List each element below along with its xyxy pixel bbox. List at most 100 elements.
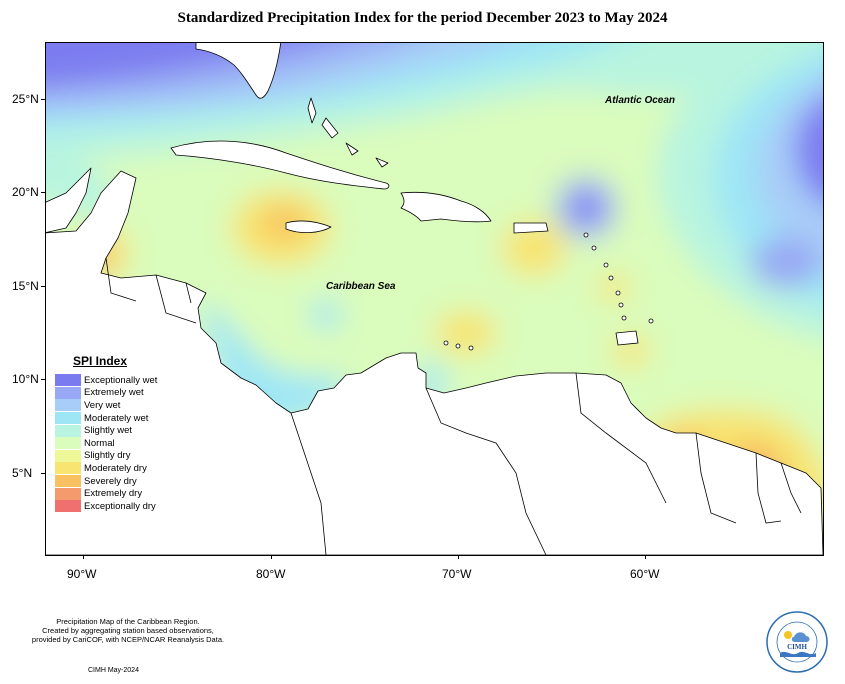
border-line [290,412,327,555]
cuba-land [170,140,390,190]
atlantic-exceptionally-wet [796,104,823,202]
lat-label-5n: 5°N [12,466,33,480]
lon-tick [271,555,272,559]
bahamas-island [345,142,359,156]
puerto-rico-land [513,222,549,234]
puerto-rico-dry [502,220,566,276]
legend-swatch [55,424,81,437]
antilles-island [621,315,627,321]
lon-tick [83,555,84,559]
bahamas-island [375,157,389,168]
legend-label: Exceptionally dry [84,500,156,512]
border-line [155,274,197,324]
antilles-island [618,302,624,308]
legend-swatch [55,449,81,462]
legend-item: Moderately dry [55,462,157,475]
legend-label: Extremely wet [84,387,144,399]
legend-label: Slightly wet [84,425,133,437]
legend-item: Moderately wet [55,412,157,425]
legend-item: Exceptionally dry [55,500,157,513]
east-wet-patch [751,238,821,288]
abc-island [468,345,474,351]
legend-title: SPI Index [73,354,128,368]
caribbean-sea-wet [310,301,342,329]
lat-tick [41,379,45,380]
footer-line-1: Precipitation Map of the Caribbean Regio… [56,617,200,626]
legend-swatch [55,374,81,387]
spi-map [45,42,824,556]
legend-label: Exceptionally wet [84,374,158,386]
border-line [185,282,192,304]
border-line [105,257,137,302]
hispaniola-land [400,191,492,223]
map-footer: Precipitation Map of the Caribbean Regio… [8,617,248,644]
aruba-dry [436,311,496,355]
caribbean-sea-label: Caribbean Sea [326,281,396,292]
sun-icon [784,631,792,639]
legend-swatch [55,500,81,513]
border-line [575,372,667,504]
legend-swatch [55,437,81,450]
map-title: Standardized Precipitation Index for the… [177,10,668,26]
legend-item: Normal [55,437,157,450]
spi-map-canvas [46,43,823,555]
lon-label-70w: 70°W [442,567,472,581]
antilles-island [603,262,609,268]
lon-tick [458,555,459,559]
antilles-island [615,290,621,296]
legend-item: Slightly dry [55,449,157,463]
legend-label: Very wet [84,399,121,411]
lon-label-80w: 80°W [256,567,286,581]
lon-label-60w: 60°W [630,567,660,581]
logo-text: CIMH [787,643,807,651]
lon-label-90w: 90°W [67,567,97,581]
lat-label-10n: 10°N [12,372,39,386]
lat-tick [41,286,45,287]
lat-label-25n: 25°N [12,92,39,106]
lat-tick [41,473,45,474]
lesser-antilles-wet-core [574,196,598,220]
cloud-icon [791,632,810,642]
florida-land [195,43,282,99]
legend-swatch [55,412,81,425]
antilles-island [583,232,589,238]
cimh-logo: CIMH [766,611,828,673]
antilles-island [591,245,597,251]
legend-item: Extremely wet [55,386,157,400]
lat-tick [41,99,45,100]
legend-item: Slightly wet [55,424,157,437]
lat-label-20n: 20°N [12,185,39,199]
central-america-land [46,170,823,555]
lon-tick [645,555,646,559]
trinidad-land [615,330,639,346]
wave-icon [780,651,816,657]
bahamas-island [307,97,317,124]
bahamas-island [321,117,339,139]
footer-line-3: provided by CariCOF, with NCEP/NCAR Rean… [31,635,225,644]
legend-swatch [55,399,81,412]
legend-label: Severely dry [84,475,137,487]
mexico-land [46,167,92,233]
lat-tick [41,192,45,193]
antilles-island [648,318,654,324]
legend-item: Severely dry [55,475,157,488]
border-line [755,452,782,524]
legend-swatch [55,475,81,488]
lat-label-15n: 15°N [12,279,39,293]
border-line [780,462,802,514]
legend-item: Very wet [55,399,157,412]
legend-label: Extremely dry [84,488,143,500]
legend-label: Normal [84,437,115,449]
abc-island [455,343,461,349]
atlantic-ocean-label: Atlantic Ocean [605,95,676,106]
abc-island [443,340,449,346]
legend-item: Exceptionally wet [55,374,157,387]
legend-swatch [55,462,81,475]
border-line [425,387,547,555]
spi-legend: SPI Index Exceptionally wet Extremely wet… [55,354,157,513]
legend-swatch [55,386,81,399]
antilles-island [608,275,614,281]
legend-item: Extremely dry [55,487,157,500]
legend-swatch [55,487,81,500]
jamaica-land [285,220,332,233]
